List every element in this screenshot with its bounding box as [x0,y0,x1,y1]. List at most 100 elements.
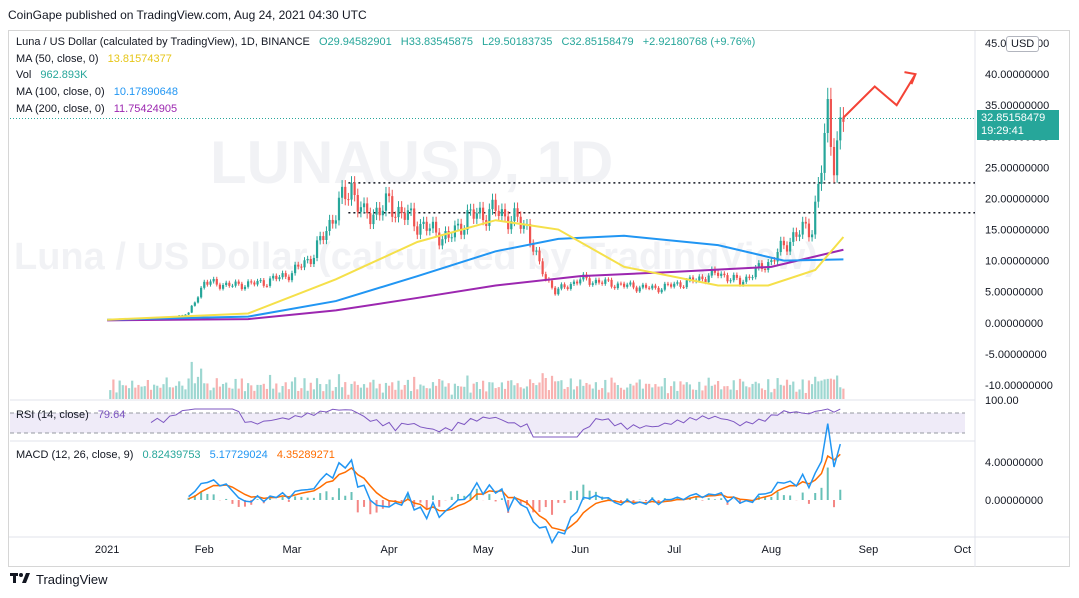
macd-histogram-bar [300,496,303,500]
macd-histogram-bar [500,498,503,500]
volume-bar [450,394,453,399]
macd-histogram-bar [538,500,541,512]
volume-bar [829,378,832,399]
macd-histogram-bar [695,497,698,500]
candle-body [657,287,660,293]
legend-ma50[interactable]: MA (50, close, 0) 13.81574377 [16,53,178,65]
volume-bar [212,387,215,399]
candle-body [823,132,826,173]
legend-macd-label: MACD (12, 26, close, 9) [16,449,134,461]
candle-body [344,186,347,200]
legend-ma100[interactable]: MA (100, close, 0) 10.17890648 [16,86,184,98]
x-tick-label: 2021 [95,544,119,556]
last-price-badge: 32.85158479 19:29:41 [977,110,1059,140]
legend-rsi[interactable]: RSI (14, close) 79.64 [16,409,131,421]
volume-bar [259,384,262,399]
volume-bar [666,393,670,399]
macd-histogram-bar [231,500,234,504]
macd-histogram-bar [720,498,723,500]
candle-body [218,284,222,289]
volume-bar [203,383,206,399]
volume-bar [826,378,829,399]
legend-volume[interactable]: Vol 962.893K [16,69,93,81]
volume-bar [319,384,322,399]
volume-bar [720,389,723,399]
candle-body [334,220,337,224]
volume-bar [356,384,359,399]
macd-histogram-bar [820,487,823,500]
volume-bar [475,382,478,399]
volume-bar [641,388,644,399]
volume-bar [303,378,306,399]
volume-bar [294,377,297,399]
currency-badge[interactable]: USD [1006,36,1040,52]
candle-body [337,197,341,221]
candle-body [644,284,648,288]
candle-body [265,285,269,287]
candle-body [478,207,482,214]
candle-body [550,280,554,288]
volume-bar [770,392,773,399]
candle-body [738,277,742,285]
volume-bar [419,384,422,399]
rsi-tick-label: 100.00 [985,395,1019,407]
macd-histogram-bar [369,500,372,515]
last-price-value: 32.85158479 [981,112,1046,124]
volume-bar [538,382,541,399]
volume-bar [431,382,435,399]
candle-body [757,263,760,268]
candle-body [529,223,532,244]
volume-bar [469,392,472,399]
macd-histogram-bar [532,500,535,513]
candle-body [366,203,369,214]
volume-bar [278,392,281,399]
volume-bar [300,388,303,399]
candle-body [810,234,814,238]
legend-macd[interactable]: MACD (12, 26, close, 9) 0.82439753 5.177… [16,449,341,461]
macd-histogram-bar [632,500,635,502]
candle-body [626,284,629,287]
volume-bar [622,389,626,399]
volume-bar [579,379,582,399]
volume-bar [544,378,547,399]
volume-bar [435,385,438,399]
volume-bar [613,382,616,399]
volume-bar [535,385,538,399]
legend-ma50-label: MA (50, close, 0) [16,53,99,65]
volume-bar [290,381,294,399]
volume-bar [171,387,175,399]
macd-tick-label: 0.00000000 [985,495,1043,507]
volume-bar [585,382,588,399]
candle-body [654,285,657,288]
legend-ma200[interactable]: MA (200, close, 0) 11.75424905 [16,103,183,115]
footer-brand[interactable]: TradingView [10,572,108,587]
legend-ohlc: Luna / US Dollar (calculated by TradingV… [16,36,761,48]
volume-bar [347,394,350,399]
candle-body [535,250,538,252]
volume-bar [604,379,607,399]
volume-bar [792,381,795,399]
macd-histogram-bar [488,494,491,500]
macd-histogram-bar [557,500,560,503]
candle-body [801,221,804,235]
macd-histogram-bar [645,500,648,502]
candle-body [651,285,654,289]
legend-close: C32.85158479 [561,36,634,48]
volume-bar [196,376,200,399]
candle-body [488,209,491,226]
volume-bar [297,390,300,399]
volume-bar [688,384,691,399]
rsi-band [10,413,965,433]
candle-body [422,221,425,224]
chart-frame[interactable] [8,30,1070,567]
volume-bar [839,387,842,399]
volume-bar [275,383,278,399]
candle-body [359,207,363,212]
volume-bar [485,391,488,399]
candle-body [463,229,466,235]
candle-body [682,286,685,288]
macd-histogram-bar [551,500,554,515]
candle-body [544,274,547,280]
macd-histogram-bar [657,500,660,503]
